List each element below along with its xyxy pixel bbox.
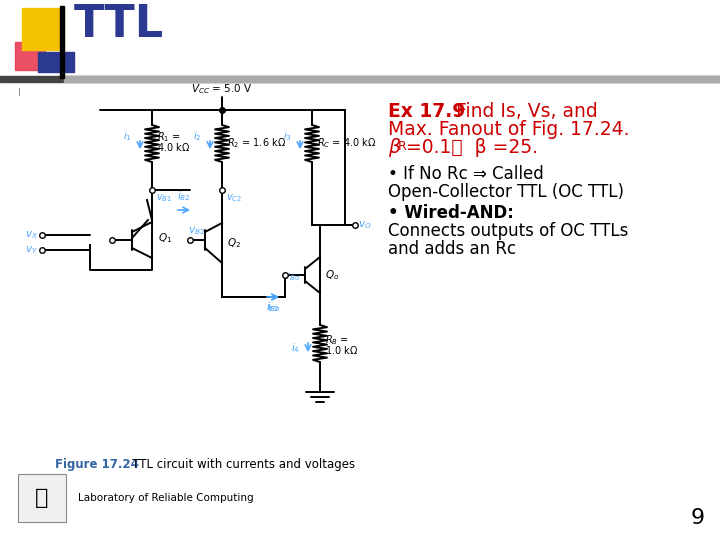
Bar bbox=[18, 474, 66, 522]
Text: $Q_1$: $Q_1$ bbox=[158, 231, 172, 245]
Text: $Q_o$: $Q_o$ bbox=[325, 268, 339, 282]
Text: R: R bbox=[398, 140, 407, 153]
Text: $V_{CC}$ = 5.0 V: $V_{CC}$ = 5.0 V bbox=[192, 82, 253, 96]
Text: $R_B$ =: $R_B$ = bbox=[325, 333, 349, 347]
Bar bbox=[60, 6, 64, 78]
Text: $v_{B2}$: $v_{B2}$ bbox=[188, 225, 205, 237]
Text: 1.0 k$\Omega$: 1.0 k$\Omega$ bbox=[325, 344, 359, 356]
Text: $v_Y$: $v_Y$ bbox=[25, 244, 38, 256]
Text: β: β bbox=[388, 138, 400, 157]
Bar bbox=[0, 76, 720, 82]
Text: I: I bbox=[18, 88, 21, 98]
Text: $v_O$: $v_O$ bbox=[358, 219, 372, 231]
Text: $i_4$: $i_4$ bbox=[291, 341, 300, 355]
Text: $R_C$ = 4.0 k$\Omega$: $R_C$ = 4.0 k$\Omega$ bbox=[317, 136, 377, 150]
Text: Open-Collector TTL (OC TTL): Open-Collector TTL (OC TTL) bbox=[388, 183, 624, 201]
Text: 4.0 k$\Omega$: 4.0 k$\Omega$ bbox=[157, 141, 190, 153]
Text: TTL circuit with currents and voltages: TTL circuit with currents and voltages bbox=[121, 458, 355, 471]
Bar bbox=[22, 8, 64, 50]
Text: Find Is, Vs, and: Find Is, Vs, and bbox=[450, 102, 598, 121]
Text: and adds an Rc: and adds an Rc bbox=[388, 240, 516, 258]
Text: $v_{C2}$: $v_{C2}$ bbox=[226, 192, 242, 204]
Text: $R_2$ = 1.6 k$\Omega$: $R_2$ = 1.6 k$\Omega$ bbox=[227, 136, 286, 150]
Text: • Wired-AND:: • Wired-AND: bbox=[388, 204, 514, 222]
Text: Max. Fanout of Fig. 17.24.: Max. Fanout of Fig. 17.24. bbox=[388, 120, 629, 139]
Text: Connects outputs of OC TTLs: Connects outputs of OC TTLs bbox=[388, 222, 629, 240]
Text: $i_{Bo}$: $i_{Bo}$ bbox=[267, 300, 281, 314]
Text: 9: 9 bbox=[691, 508, 705, 528]
Text: $i_2$: $i_2$ bbox=[193, 129, 202, 143]
Text: $v_X$: $v_X$ bbox=[24, 229, 38, 241]
Text: $i_{E2}$: $i_{E2}$ bbox=[266, 300, 279, 314]
Text: $i_{B2}$: $i_{B2}$ bbox=[177, 189, 191, 203]
Text: =0.1，  β =25.: =0.1， β =25. bbox=[406, 138, 538, 157]
Text: Laboratory of Reliable Computing: Laboratory of Reliable Computing bbox=[78, 493, 253, 503]
Text: 🦜: 🦜 bbox=[35, 488, 49, 508]
Text: $i_3$: $i_3$ bbox=[283, 129, 292, 143]
Text: $v_{Bo}$: $v_{Bo}$ bbox=[283, 271, 300, 283]
Text: • If No Rc ⇒ Called: • If No Rc ⇒ Called bbox=[388, 165, 544, 183]
Bar bbox=[64, 76, 720, 82]
Text: Ex 17.9: Ex 17.9 bbox=[388, 102, 465, 121]
Bar bbox=[15, 42, 45, 70]
Bar bbox=[38, 52, 74, 72]
Text: TTL: TTL bbox=[74, 3, 164, 46]
Text: Figure 17.24: Figure 17.24 bbox=[55, 458, 139, 471]
Text: $v_{B1}$: $v_{B1}$ bbox=[156, 192, 172, 204]
Text: $i_1$: $i_1$ bbox=[123, 129, 132, 143]
Text: $Q_2$: $Q_2$ bbox=[227, 236, 241, 250]
Text: $R_1$ =: $R_1$ = bbox=[157, 130, 181, 144]
